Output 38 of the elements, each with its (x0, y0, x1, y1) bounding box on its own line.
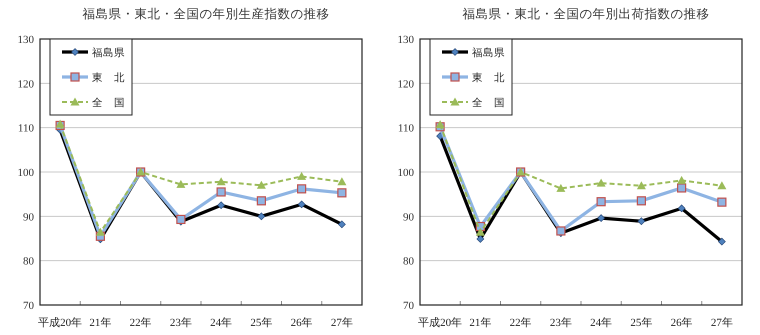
y-tick-label: 130 (398, 34, 414, 46)
legend-label: 福島県 (92, 46, 125, 59)
x-tick-label: 26年 (670, 317, 693, 329)
x-tick-label: 23年 (550, 317, 572, 329)
chart-title: 福島県・東北・全国の年別出荷指数の推移 (462, 7, 710, 21)
legend-label: 東 北 (92, 71, 125, 84)
x-tick-label: 25年 (250, 317, 272, 329)
y-tick-label: 80 (403, 256, 414, 268)
x-tick-label: 24年 (590, 317, 612, 329)
x-tick-label: 23年 (170, 317, 192, 329)
x-tick-label: 21年 (89, 317, 112, 329)
x-tick-label: 平成20年 (38, 316, 82, 329)
y-tick-label: 70 (23, 300, 34, 312)
x-tick-label: 24年 (210, 317, 232, 329)
y-tick-label: 120 (18, 78, 34, 90)
y-tick-label: 90 (403, 211, 414, 224)
legend-label: 福島県 (472, 46, 505, 59)
legend-label: 全 国 (472, 97, 505, 109)
x-tick-label: 26年 (290, 317, 313, 329)
chart-title: 福島県・東北・全国の年別生産指数の推移 (82, 6, 330, 21)
x-tick-label: 25年 (630, 317, 652, 329)
x-tick-label: 27年 (330, 317, 353, 329)
legend-label: 全 国 (92, 97, 125, 109)
y-tick-label: 130 (18, 34, 34, 46)
y-tick-label: 120 (398, 78, 414, 90)
y-tick-label: 90 (23, 211, 34, 224)
y-tick-label: 110 (18, 122, 34, 135)
y-tick-label: 100 (18, 167, 34, 179)
x-tick-label: 21年 (469, 317, 492, 329)
x-tick-label: 平成20年 (418, 316, 462, 329)
y-tick-label: 110 (398, 122, 414, 135)
y-tick-label: 100 (398, 167, 414, 179)
y-tick-label: 70 (403, 300, 414, 312)
x-tick-label: 22年 (130, 317, 152, 329)
legend-label: 東 北 (472, 71, 505, 84)
x-tick-label: 27年 (710, 317, 733, 329)
y-tick-label: 80 (23, 256, 34, 268)
x-tick-label: 22年 (510, 317, 532, 329)
